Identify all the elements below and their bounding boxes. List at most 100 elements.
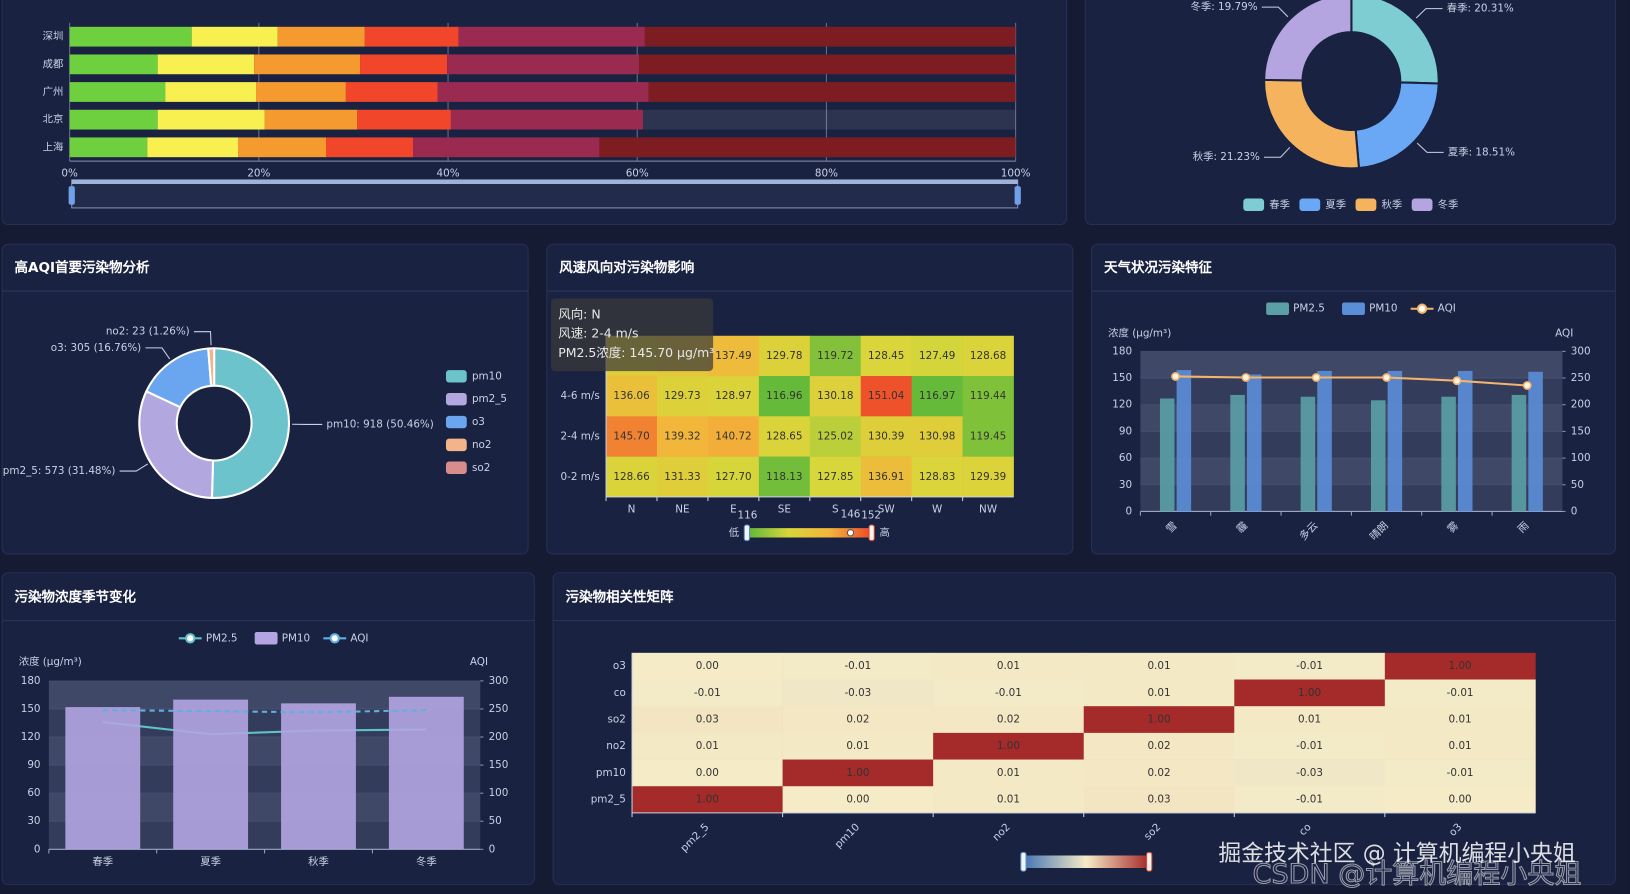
tooltip (550, 298, 714, 372)
cell-label: 116.97 (919, 390, 955, 402)
heat-cell (758, 416, 811, 457)
cell-label: 119.45 (970, 430, 1006, 442)
bar (1441, 396, 1456, 512)
y-tick-label: 深圳 (43, 31, 64, 43)
cell-label: 0.01 (1147, 687, 1170, 699)
split-area (1140, 404, 1563, 432)
cell-label: 0.00 (696, 767, 719, 779)
panel-title: 风速风向对污染物影响 (559, 259, 694, 276)
bar-segment (357, 109, 451, 130)
y-tick-label: co (614, 687, 626, 699)
x-tick-label: 40% (437, 168, 460, 180)
heat-cell (933, 679, 1085, 707)
legend-label: 夏季 (1325, 199, 1346, 211)
x-tick-label: NW (979, 503, 997, 515)
data-label: 秋季: 21.23% (1193, 150, 1260, 163)
label-line (1263, 146, 1291, 158)
heat-cell (1384, 679, 1536, 707)
visualmap-label: 低 (729, 526, 740, 539)
cell-label: 0.03 (696, 714, 719, 726)
panel-title: 高AQI首要污染物分析 (15, 259, 150, 276)
tooltip-line: 风速: 2-4 m/s (558, 326, 638, 341)
legend-label: pm2_5 (472, 393, 507, 405)
label-line (119, 463, 149, 472)
bar-segment (69, 82, 166, 102)
bar (65, 707, 141, 850)
bar-segment (238, 137, 327, 158)
label-line (1261, 6, 1289, 18)
y-tick-label: 180 (1112, 345, 1132, 357)
bar-segment (639, 54, 1016, 75)
cell-label: 140.72 (715, 430, 751, 442)
bar (388, 696, 464, 850)
bar (1511, 394, 1527, 512)
donut-segment (207, 347, 216, 387)
heat-cell (632, 732, 783, 760)
cell-label: 0.00 (846, 794, 869, 806)
cell-label: 129.39 (970, 471, 1006, 483)
cell-label: 0.02 (1147, 767, 1170, 779)
y2-tick-label: 250 (489, 703, 509, 715)
heat-cell (860, 456, 912, 498)
heat-cell (809, 416, 862, 457)
heat-cell (1234, 679, 1386, 707)
cell-label: 116.96 (766, 390, 802, 402)
cell-label: 118.13 (766, 471, 802, 483)
donut-segment (138, 390, 215, 499)
cell-label: 128.66 (613, 471, 649, 483)
bar (1528, 371, 1543, 512)
x-tick-label: 冬季 (416, 855, 437, 868)
cell-label: 128.45 (868, 350, 904, 362)
split-area (1140, 351, 1563, 379)
bar-segment (165, 82, 257, 102)
cell-label: 129.73 (664, 390, 700, 402)
heat-cell (606, 456, 658, 498)
y-tick-label: 120 (21, 731, 41, 743)
heat-cell (1234, 759, 1386, 787)
x-tick-label: 60% (626, 168, 649, 180)
heat-cell (1384, 759, 1536, 787)
bar-segment (413, 137, 600, 158)
bar-segment (599, 137, 1016, 158)
visualmap-min: 116 (738, 510, 758, 522)
cell-label: 0.01 (997, 767, 1020, 779)
cell-label: 0.02 (997, 714, 1020, 726)
heat-cell (1384, 706, 1536, 734)
y2-tick-label: 50 (1571, 479, 1584, 491)
y-tick-label: 0 (1125, 505, 1132, 517)
heat-cell (656, 416, 709, 457)
heat-cell (632, 652, 783, 680)
heat-cell (962, 416, 1014, 457)
legend-swatch (1416, 303, 1428, 314)
legend-label: 秋季 (1382, 198, 1403, 211)
label-line (1415, 8, 1443, 19)
line-point (1382, 373, 1391, 382)
legend-label: AQI (350, 632, 368, 644)
heat-cell (1083, 706, 1235, 734)
cell-label: 151.04 (868, 390, 905, 402)
y2-tick-label: 300 (1571, 345, 1591, 357)
cell-label: 128.65 (766, 430, 802, 442)
bar-segment (147, 137, 239, 158)
cell-label: 129.78 (766, 350, 802, 362)
heat-cell (782, 786, 934, 814)
heat-cell (782, 679, 934, 707)
bar-segment (360, 54, 448, 75)
x-tick-label: S (832, 503, 839, 515)
heat-cell (809, 376, 862, 417)
legend-label: PM10 (282, 632, 310, 644)
visualmap-bar (1023, 855, 1149, 869)
watermark: CSDN @计算机编程小央姐 (1253, 859, 1582, 890)
data-label: pm10: 918 (50.46%) (326, 418, 433, 430)
legend-swatch (254, 632, 278, 645)
heat-cell (707, 416, 760, 457)
cell-label: 0.01 (997, 660, 1020, 672)
heat-cell (933, 759, 1085, 787)
heat-cell (911, 456, 963, 498)
watermark: 掘金技术社区 @ 计算机编程小央姐 (1218, 841, 1575, 867)
legend-swatch (445, 370, 467, 383)
legend-swatch (1266, 302, 1290, 315)
bar-segment (69, 54, 158, 75)
donut-segment (210, 347, 290, 499)
